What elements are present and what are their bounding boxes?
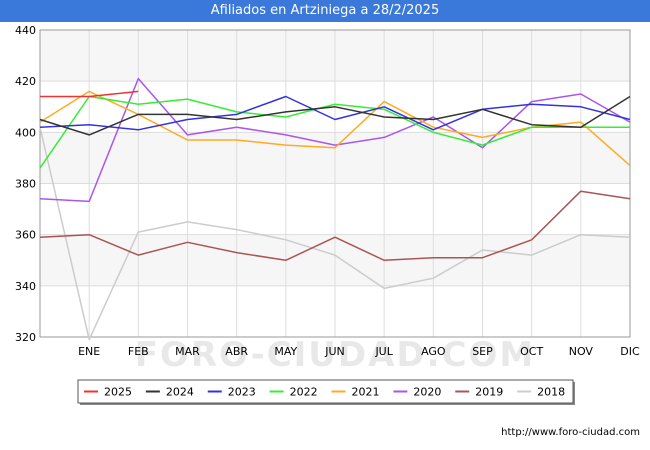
x-tick-label: FEB	[128, 345, 149, 358]
legend-box	[77, 379, 574, 404]
legend-label-2022: 2022	[290, 386, 318, 399]
series-line-2018	[39, 127, 631, 341]
series-line-2019	[39, 190, 631, 262]
y-tick-label: 400	[15, 126, 36, 139]
series-line-2022	[39, 95, 630, 169]
series-lines	[39, 77, 631, 341]
legend-label-2025: 2025	[104, 386, 132, 399]
watermark-text: FORO-CIUDAD.COM	[135, 335, 536, 375]
x-tick-label: OCT	[520, 345, 543, 358]
y-tick-label: 420	[15, 75, 36, 88]
x-tick-label: NOV	[569, 345, 594, 358]
x-tick-label: JUN	[324, 345, 345, 358]
x-tick-label: DIC	[620, 345, 640, 358]
series-line-2023	[39, 95, 631, 131]
series-line-2024	[39, 95, 631, 136]
title-bar	[0, 0, 650, 22]
y-tick-label: 440	[15, 24, 36, 37]
tick-labels: 320 340 360 380 400 420 440 ENE FEB MAR ABR MAY JUN J…	[15, 24, 640, 358]
source-url[interactable]: http://www.foro-ciudad.com	[501, 427, 640, 438]
x-tick-label: ENE	[78, 345, 100, 358]
axes	[39, 29, 631, 338]
y-tick-label: 380	[15, 178, 36, 191]
y-tick-label: 340	[15, 280, 36, 293]
legend-label-2018: 2018	[537, 386, 565, 399]
x-tick-label: AGO	[421, 345, 446, 358]
legend-label-2020: 2020	[413, 386, 441, 399]
legend-label-2019: 2019	[475, 386, 503, 399]
legend-label-2023: 2023	[228, 386, 256, 399]
line-chart: FORO-CIUDAD.COM 320 340 360 380 400 420 440 ENE…	[15, 24, 640, 405]
x-tick-label: MAY	[274, 345, 297, 358]
series-line-2025	[40, 90, 139, 98]
legend-label-2024: 2024	[166, 386, 194, 399]
plot-frame	[39, 29, 631, 338]
legend: 2025 2024 2023 2022 2021 2020 2019 2018	[77, 379, 575, 405]
series-line-2020	[39, 77, 631, 203]
x-tick-label: JUL	[374, 345, 393, 358]
chart-title: Afiliados en Artziniega a 28/2/2025	[210, 3, 440, 18]
x-tick-label: SEP	[472, 345, 493, 358]
y-tick-label: 320	[15, 331, 36, 344]
y-tick-label: 360	[15, 229, 36, 242]
legend-label-2021: 2021	[352, 386, 380, 399]
x-tick-label: ABR	[225, 345, 248, 358]
x-tick-label: MAR	[175, 345, 200, 358]
